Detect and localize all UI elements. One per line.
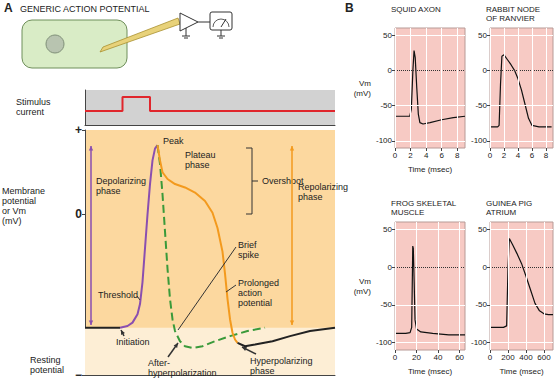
svg-text:2: 2 bbox=[408, 151, 413, 160]
svg-text:ATRIUM: ATRIUM bbox=[486, 208, 516, 217]
svg-text:B: B bbox=[345, 1, 354, 15]
svg-text:Prolonged: Prolonged bbox=[238, 278, 279, 288]
svg-text:6: 6 bbox=[530, 151, 535, 160]
svg-text:0: 0 bbox=[388, 263, 393, 272]
svg-text:After-: After- bbox=[148, 358, 170, 368]
svg-text:Time (msec): Time (msec) bbox=[499, 367, 543, 376]
svg-text:0: 0 bbox=[483, 263, 488, 272]
svg-text:GUINEA PIG: GUINEA PIG bbox=[486, 199, 532, 208]
svg-text:Depolarizing: Depolarizing bbox=[96, 176, 146, 186]
svg-text:Membrane: Membrane bbox=[2, 186, 45, 196]
svg-text:Vm: Vm bbox=[359, 277, 371, 286]
svg-text:Brief: Brief bbox=[238, 240, 257, 250]
svg-text:50: 50 bbox=[383, 31, 392, 40]
svg-text:potential: potential bbox=[238, 298, 272, 308]
svg-text:50: 50 bbox=[383, 225, 392, 234]
svg-text:SQUID AXON: SQUID AXON bbox=[391, 5, 441, 14]
svg-text:Peak: Peak bbox=[163, 136, 184, 146]
svg-text:Hyperpolarizing: Hyperpolarizing bbox=[250, 356, 313, 366]
svg-text:Stimulus: Stimulus bbox=[16, 97, 51, 107]
svg-text:8: 8 bbox=[544, 151, 549, 160]
svg-text:Time (msec): Time (msec) bbox=[408, 367, 452, 376]
svg-text:4: 4 bbox=[516, 151, 521, 160]
svg-text:-100: -100 bbox=[471, 338, 488, 347]
svg-text:or Vm: or Vm bbox=[2, 206, 26, 216]
svg-text:phase: phase bbox=[250, 366, 275, 376]
svg-text:Overshoot: Overshoot bbox=[262, 176, 304, 186]
svg-text:Time (msec): Time (msec) bbox=[408, 165, 452, 174]
svg-text:600: 600 bbox=[537, 353, 551, 362]
svg-text:40: 40 bbox=[434, 353, 443, 362]
svg-text:action: action bbox=[238, 288, 262, 298]
svg-text:Plateau: Plateau bbox=[185, 150, 216, 160]
svg-text:phase: phase bbox=[96, 186, 121, 196]
svg-text:-50: -50 bbox=[380, 300, 392, 309]
svg-text:GENERIC ACTION POTENTIAL: GENERIC ACTION POTENTIAL bbox=[20, 4, 150, 14]
svg-text:0: 0 bbox=[488, 353, 493, 362]
svg-text:-100: -100 bbox=[376, 136, 393, 145]
svg-text:-100: -100 bbox=[376, 338, 393, 347]
svg-text:60: 60 bbox=[455, 353, 464, 362]
svg-text:0: 0 bbox=[393, 151, 398, 160]
svg-text:0: 0 bbox=[393, 353, 398, 362]
svg-text:A: A bbox=[4, 1, 13, 15]
svg-text:potential: potential bbox=[2, 196, 36, 206]
svg-text:spike: spike bbox=[238, 250, 259, 260]
svg-text:20: 20 bbox=[412, 353, 421, 362]
svg-text:0: 0 bbox=[488, 151, 493, 160]
svg-text:8: 8 bbox=[455, 151, 460, 160]
svg-text:(mV): (mV) bbox=[2, 216, 22, 226]
svg-text:(mV): (mV) bbox=[354, 287, 372, 296]
svg-text:Threshold: Threshold bbox=[98, 290, 138, 300]
svg-text:50: 50 bbox=[478, 225, 487, 234]
svg-text:(mV): (mV) bbox=[354, 89, 372, 98]
svg-text:4: 4 bbox=[424, 151, 429, 160]
svg-text:OF RANVIER: OF RANVIER bbox=[486, 14, 535, 23]
svg-text:FROG SKELETAL: FROG SKELETAL bbox=[391, 199, 457, 208]
svg-text:potential: potential bbox=[30, 365, 64, 375]
svg-text:−: − bbox=[75, 368, 82, 382]
svg-text:current: current bbox=[16, 107, 45, 117]
svg-text:phase: phase bbox=[185, 160, 210, 170]
svg-text:2: 2 bbox=[502, 151, 507, 160]
svg-text:0: 0 bbox=[388, 66, 393, 75]
svg-text:-100: -100 bbox=[471, 136, 488, 145]
svg-text:Resting: Resting bbox=[30, 355, 61, 365]
svg-text:Initiation: Initiation bbox=[116, 337, 150, 347]
svg-text:Vm: Vm bbox=[359, 79, 371, 88]
svg-text:hyperpolarization: hyperpolarization bbox=[148, 368, 217, 378]
svg-text:-50: -50 bbox=[380, 101, 392, 110]
svg-text:400: 400 bbox=[519, 353, 533, 362]
svg-text:200: 200 bbox=[501, 353, 515, 362]
svg-text:phase: phase bbox=[298, 192, 323, 202]
svg-text:-50: -50 bbox=[475, 300, 487, 309]
svg-text:0: 0 bbox=[75, 207, 82, 221]
svg-text:+: + bbox=[75, 123, 82, 137]
svg-text:-50: -50 bbox=[475, 101, 487, 110]
svg-text:50: 50 bbox=[478, 31, 487, 40]
svg-text:RABBIT NODE: RABBIT NODE bbox=[486, 5, 540, 14]
svg-text:6: 6 bbox=[439, 151, 444, 160]
svg-text:0: 0 bbox=[483, 66, 488, 75]
svg-text:Repolarizing: Repolarizing bbox=[298, 182, 348, 192]
svg-text:MUSCLE: MUSCLE bbox=[391, 208, 424, 217]
